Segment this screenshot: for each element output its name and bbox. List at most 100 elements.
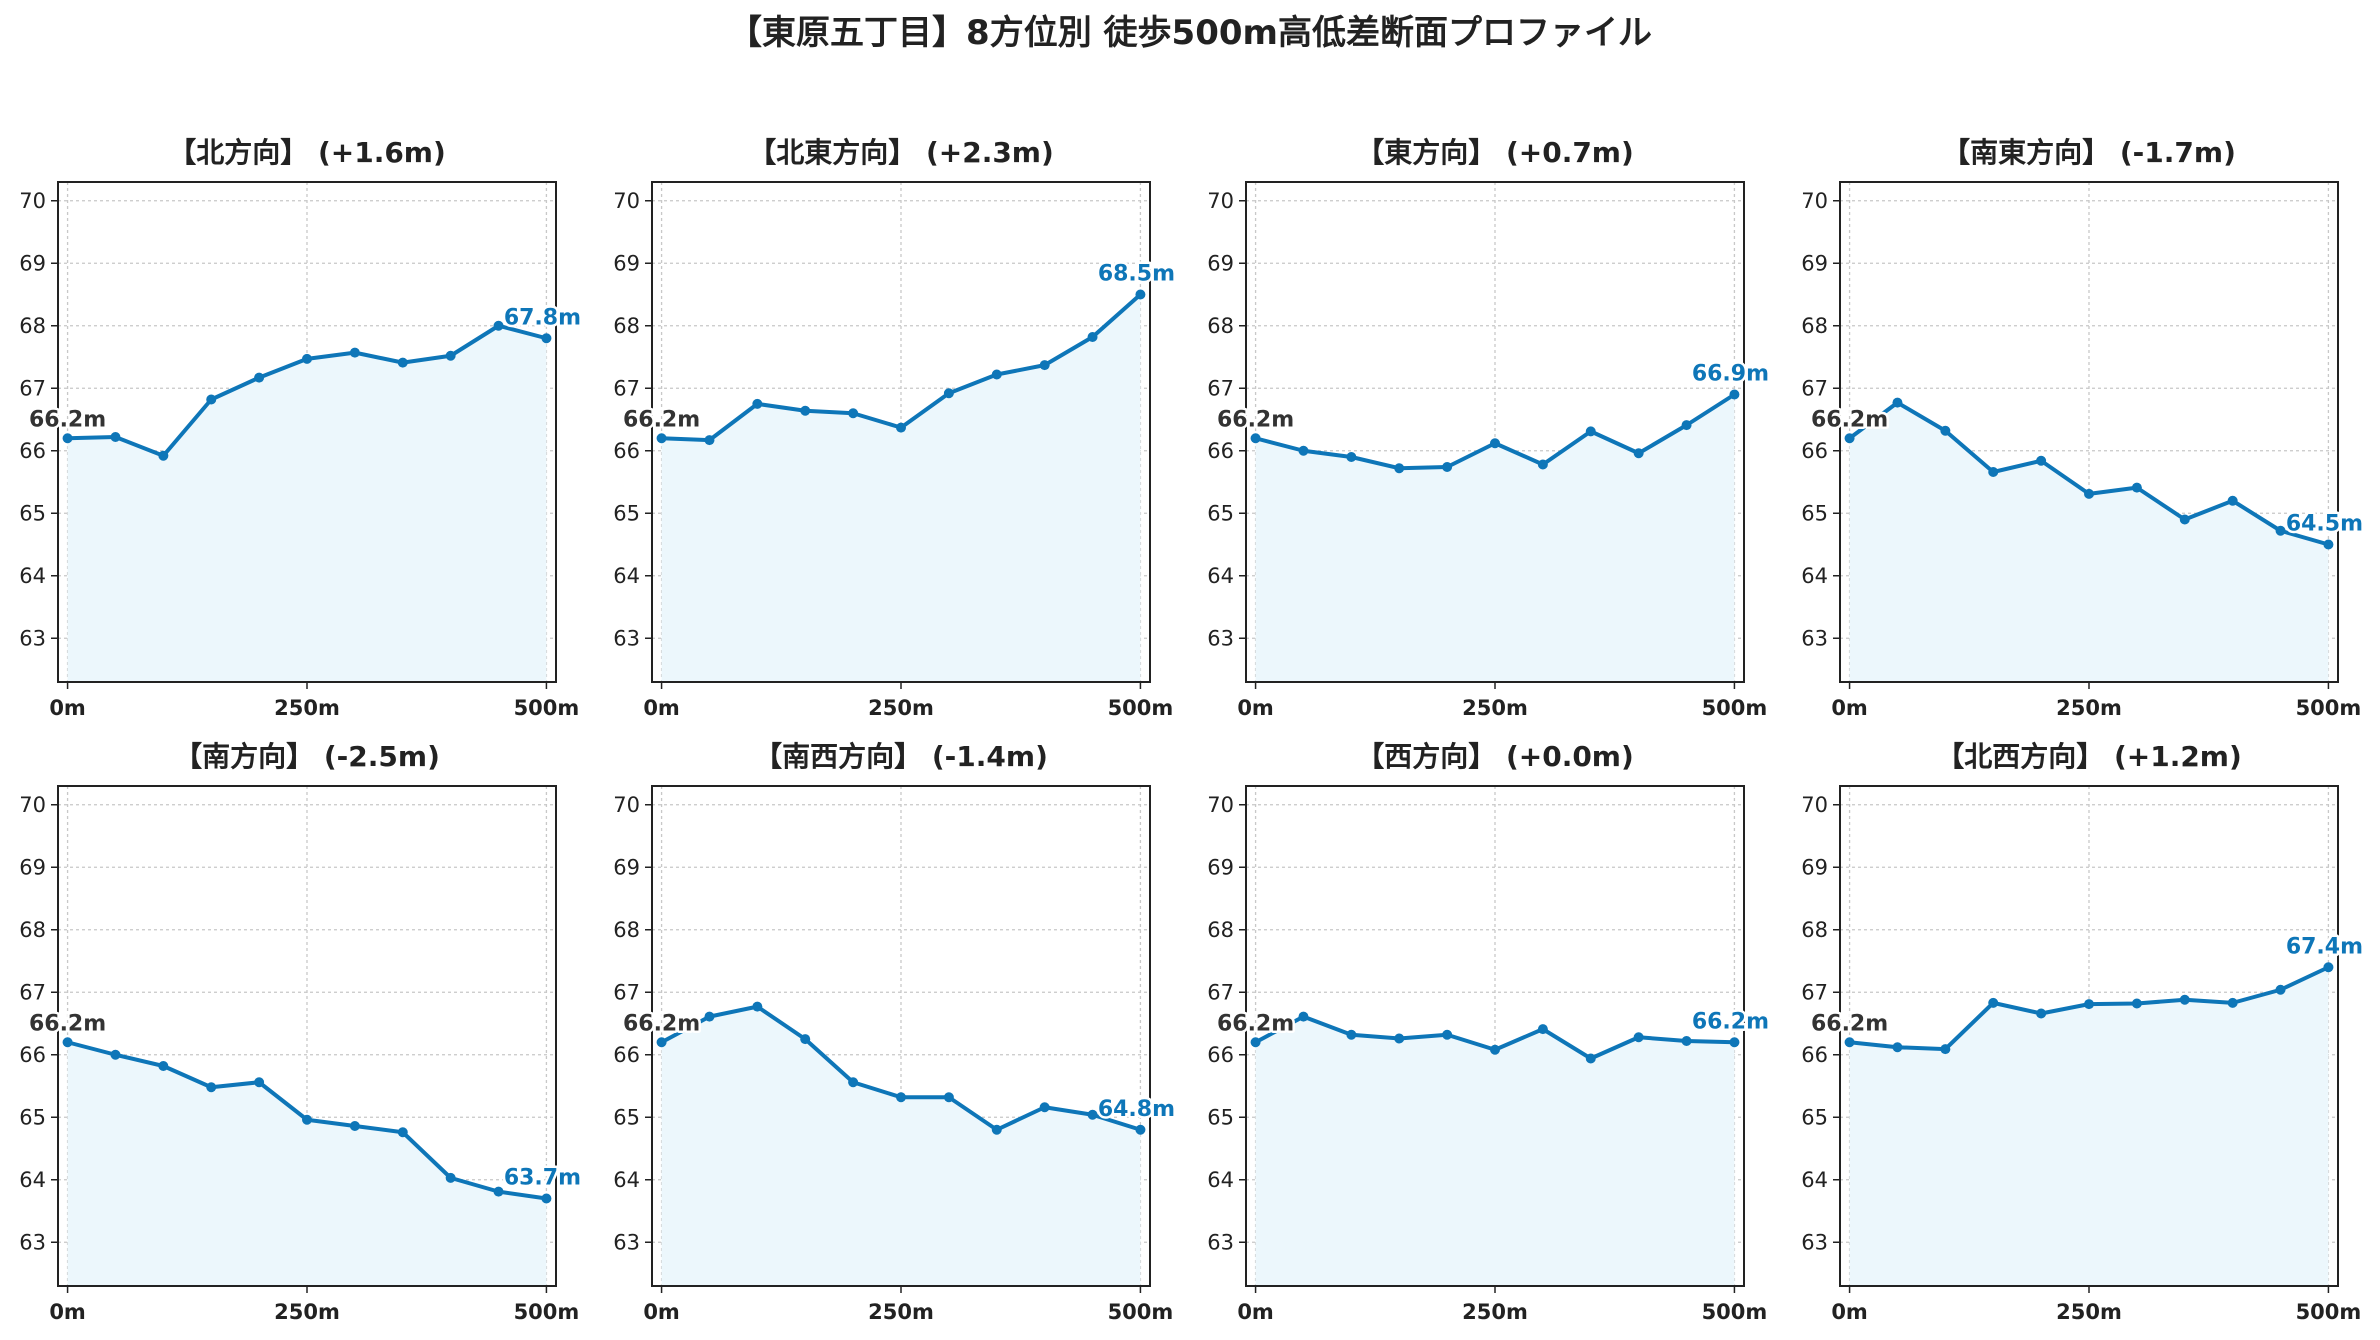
data-point xyxy=(1039,360,1050,371)
y-tick-label: 65 xyxy=(1207,1105,1234,1129)
data-point xyxy=(254,1077,265,1088)
data-point xyxy=(848,408,859,419)
y-tick-label: 68 xyxy=(613,314,640,338)
y-tick-label: 70 xyxy=(613,189,640,213)
y-tick-label: 63 xyxy=(19,626,46,650)
data-point xyxy=(62,433,73,444)
panel-title: 【北東方向】 (+2.3m) xyxy=(748,136,1054,169)
y-tick-label: 68 xyxy=(1801,918,1828,942)
profile-area xyxy=(67,1042,547,1286)
data-point xyxy=(1681,1036,1692,1046)
x-tick-label: 250m xyxy=(1462,1300,1528,1324)
elevation-panel-4: 【南方向】 (-2.5m) 63 64 65 66 67 68 69 70 0m 250m 500m 6… xyxy=(19,740,583,1324)
y-tick-label: 64 xyxy=(1801,1168,1828,1192)
profile-area xyxy=(67,325,547,682)
data-point xyxy=(1087,332,1098,342)
y-tick-label: 70 xyxy=(1801,793,1828,817)
data-point xyxy=(302,1114,312,1125)
data-point xyxy=(2179,994,2190,1005)
data-point xyxy=(110,1049,121,1060)
data-point xyxy=(1442,462,1453,472)
data-point xyxy=(541,1193,552,1204)
y-tick-label: 64 xyxy=(1207,564,1234,588)
y-tick-label: 70 xyxy=(19,793,46,817)
y-tick-label: 63 xyxy=(613,626,640,650)
data-point xyxy=(800,405,811,416)
x-tick-label: 0m xyxy=(1237,696,1274,720)
start-elevation-label: 66.2m xyxy=(623,407,700,432)
data-point xyxy=(1135,289,1146,300)
profile-area xyxy=(1849,967,2329,1286)
y-tick-label: 65 xyxy=(19,501,46,525)
y-tick-label: 70 xyxy=(19,189,46,213)
x-tick-label: 0m xyxy=(643,1300,680,1324)
data-point xyxy=(704,435,715,446)
profile-area xyxy=(1255,1016,1735,1286)
end-elevation-label: 64.8m xyxy=(1098,1097,1175,1122)
y-tick-label: 68 xyxy=(1207,918,1234,942)
panel-title: 【北方向】 (+1.6m) xyxy=(168,136,446,169)
y-tick-label: 68 xyxy=(19,314,46,338)
x-tick-label: 250m xyxy=(1462,696,1528,720)
y-tick-label: 69 xyxy=(19,251,46,275)
elevation-panel-0: 【北方向】 (+1.6m) 63 64 65 66 67 68 69 70 0m 250m 500m 6… xyxy=(19,136,583,720)
data-point xyxy=(2179,514,2190,525)
data-point xyxy=(1346,452,1357,462)
data-point xyxy=(2275,525,2286,536)
y-tick-label: 70 xyxy=(1207,189,1234,213)
data-point xyxy=(1039,1102,1050,1113)
data-point xyxy=(1250,433,1261,444)
data-point xyxy=(1585,1053,1596,1064)
end-elevation-label: 66.2m xyxy=(1692,1009,1769,1034)
data-point xyxy=(1135,1124,1146,1135)
y-tick-label: 67 xyxy=(1207,980,1234,1004)
x-tick-label: 500m xyxy=(514,696,580,720)
data-point xyxy=(1892,397,1903,408)
x-tick-label: 500m xyxy=(1108,696,1174,720)
y-tick-label: 70 xyxy=(1801,189,1828,213)
x-tick-label: 0m xyxy=(1831,696,1868,720)
data-point xyxy=(1988,467,1999,477)
y-tick-label: 70 xyxy=(1207,793,1234,817)
start-elevation-label: 66.2m xyxy=(1811,407,1888,432)
data-point xyxy=(493,320,504,331)
y-tick-label: 69 xyxy=(613,251,640,275)
elevation-panel-2: 【東方向】 (+0.7m) 63 64 65 66 67 68 69 70 0m 250m 500m 6… xyxy=(1207,136,1771,720)
x-tick-label: 0m xyxy=(643,696,680,720)
data-point xyxy=(656,1037,667,1048)
start-elevation-label: 66.2m xyxy=(29,407,106,432)
profile-area xyxy=(1255,394,1735,682)
end-elevation-label: 67.8m xyxy=(504,305,581,330)
y-tick-label: 63 xyxy=(1801,1230,1828,1254)
y-tick-label: 66 xyxy=(613,1043,640,1067)
y-tick-label: 69 xyxy=(19,855,46,879)
data-point xyxy=(1537,459,1548,470)
data-point xyxy=(704,1011,715,1022)
data-point xyxy=(110,432,121,442)
x-tick-label: 500m xyxy=(2296,696,2362,720)
data-point xyxy=(1729,1037,1740,1048)
data-point xyxy=(1537,1024,1548,1035)
start-elevation-label: 66.2m xyxy=(1217,1011,1294,1036)
data-point xyxy=(1729,389,1740,400)
profile-area xyxy=(1849,402,2329,682)
y-tick-label: 69 xyxy=(1207,855,1234,879)
y-tick-label: 63 xyxy=(19,1230,46,1254)
y-tick-label: 68 xyxy=(1801,314,1828,338)
data-point xyxy=(1087,1109,1098,1120)
data-point xyxy=(896,422,906,433)
x-tick-label: 500m xyxy=(1702,696,1768,720)
elevation-panel-3: 【南東方向】 (-1.7m) 63 64 65 66 67 68 69 70 0m 250m 500m… xyxy=(1801,136,2365,720)
y-tick-label: 66 xyxy=(1207,1043,1234,1067)
profile-area xyxy=(661,294,1141,682)
start-elevation-label: 66.2m xyxy=(29,1011,106,1036)
y-tick-label: 63 xyxy=(613,1230,640,1254)
panel-title: 【南西方向】 (-1.4m) xyxy=(754,740,1048,773)
data-point xyxy=(2323,962,2334,973)
y-tick-label: 65 xyxy=(19,1105,46,1129)
x-tick-label: 500m xyxy=(2296,1300,2362,1324)
data-point xyxy=(1394,1033,1405,1044)
elevation-panel-5: 【南西方向】 (-1.4m) 63 64 65 66 67 68 69 70 0m 250m 500m… xyxy=(613,740,1177,1324)
data-point xyxy=(2227,495,2238,506)
